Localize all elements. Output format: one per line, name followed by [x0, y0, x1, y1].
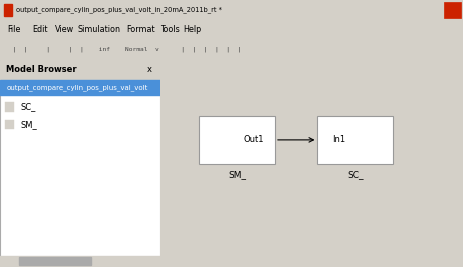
Text: SC_: SC_: [21, 103, 36, 112]
Text: SM_: SM_: [228, 170, 246, 179]
Bar: [19, 257, 91, 265]
Bar: [318, 116, 393, 163]
Text: output_compare_cylin_pos_plus_val_volt_in_20mA_2011b_rt *: output_compare_cylin_pos_plus_val_volt_i…: [16, 6, 222, 13]
Bar: [426, 2, 442, 18]
Text: SC_: SC_: [347, 170, 363, 179]
Bar: [199, 116, 275, 163]
Text: x: x: [147, 65, 152, 74]
Text: Simulation: Simulation: [78, 25, 121, 34]
Text: View: View: [55, 25, 74, 34]
Bar: [5, 103, 14, 112]
Text: SM_: SM_: [21, 120, 38, 129]
Text: Out1: Out1: [244, 135, 264, 144]
Bar: [0, 80, 160, 95]
Bar: [0, 256, 160, 267]
Text: In1: In1: [332, 135, 345, 144]
Text: Help: Help: [183, 25, 201, 34]
Bar: [407, 2, 424, 18]
Bar: [4, 3, 12, 16]
Text: Tools: Tools: [160, 25, 180, 34]
Text: Model Browser: Model Browser: [6, 65, 77, 74]
Text: Edit: Edit: [32, 25, 48, 34]
Text: Format: Format: [126, 25, 155, 34]
Text: output_compare_cylin_pos_plus_val_volt: output_compare_cylin_pos_plus_val_volt: [6, 84, 148, 91]
Bar: [444, 2, 461, 18]
Bar: [5, 120, 14, 129]
Text: File: File: [7, 25, 20, 34]
Bar: [0, 60, 160, 80]
Text: |  |     |     |  |    inf    Normal  v      |  |  |  |  |  |: | | | | | inf Normal v | | | | | |: [5, 47, 241, 52]
